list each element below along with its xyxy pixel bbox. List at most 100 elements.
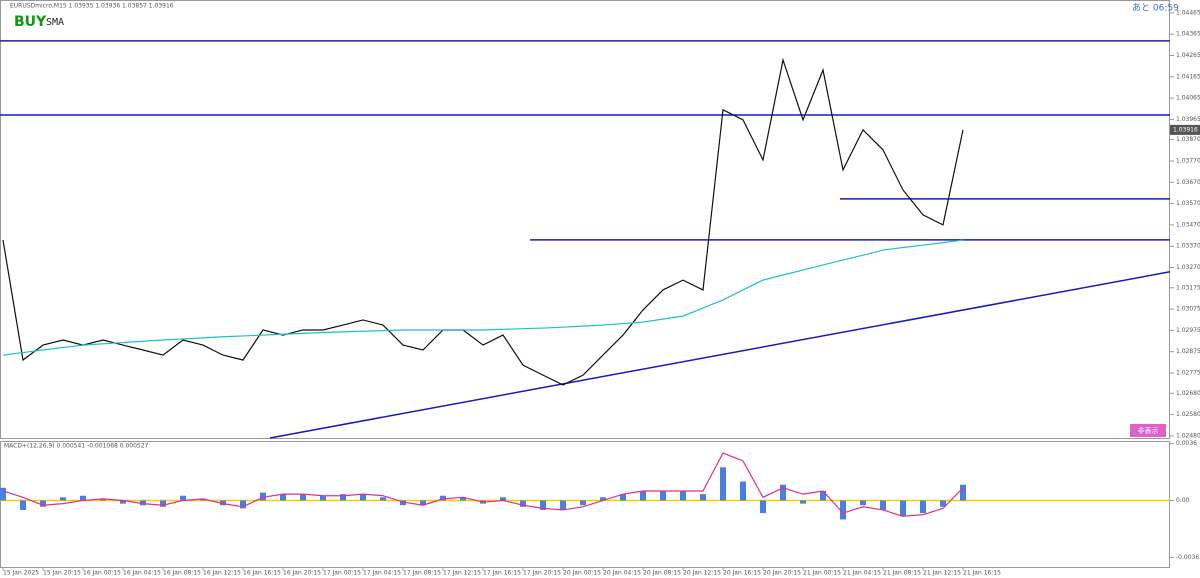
histogram-bar — [540, 500, 546, 510]
signal-line — [2, 452, 964, 517]
x-tick-label: 21 Jan 00:15 — [803, 570, 841, 577]
histogram-bar — [640, 490, 646, 501]
x-tick-label: 16 Jan 16:15 — [243, 570, 281, 577]
histogram-bar — [840, 500, 846, 520]
y-tick-label: 1.02875 — [1176, 348, 1200, 355]
y-tick-label: 0.0036 — [1176, 440, 1197, 447]
histogram-bar — [340, 494, 346, 501]
histogram-bar — [140, 500, 146, 506]
histogram-bar — [460, 497, 466, 501]
histogram-bar — [180, 495, 186, 501]
histogram-bar — [60, 497, 66, 501]
histogram-bar — [420, 500, 426, 506]
histogram-bar — [560, 500, 566, 510]
y-tick-label: 1.03370 — [1176, 243, 1200, 250]
histogram-bar — [400, 500, 406, 506]
x-tick-label: 20 Jan 00:15 — [563, 570, 601, 577]
y-tick-label: 1.03075 — [1176, 306, 1200, 313]
y-tick-label: 1.02680 — [1176, 390, 1200, 397]
x-tick-label: 17 Jan 00:15 — [323, 570, 361, 577]
histogram-bar — [300, 494, 306, 501]
histogram-bar — [880, 500, 886, 510]
histogram-bar — [600, 497, 606, 501]
histogram-bar — [100, 498, 106, 501]
signal: BUY — [14, 14, 47, 30]
x-tick-label: 16 Jan 20:15 — [283, 570, 321, 577]
histogram-bar — [820, 490, 826, 501]
histogram-bar — [240, 500, 246, 509]
x-tick-label: 16 Jan 12:15 — [203, 570, 241, 577]
trend-line — [269, 271, 1171, 439]
histogram-bar — [80, 495, 86, 501]
histogram-bar — [720, 467, 726, 501]
y-tick-label: 1.04165 — [1176, 73, 1200, 80]
histogram-bar — [620, 494, 626, 501]
histogram-bar — [960, 484, 966, 501]
x-tick-label: 17 Jan 12:15 — [443, 570, 481, 577]
x-tick-label: 15 Jan 2025 — [3, 570, 39, 577]
histogram-bar — [440, 495, 446, 501]
x-tick-label: 21 Jan 04:15 — [843, 570, 881, 577]
y-tick-label: 1.03175 — [1176, 284, 1200, 291]
symbol-header: EURUSDmicro,M15 1.03935 1.03936 1.03857 … — [10, 3, 174, 10]
x-tick-label: 21 Jan 12:15 — [923, 570, 961, 577]
histogram-bar — [900, 500, 906, 517]
y-tick-label: 1.04265 — [1176, 52, 1200, 59]
x-tick-label: 21 Jan 16:15 — [963, 570, 1001, 577]
y-tick-label: 1.03670 — [1176, 179, 1200, 186]
x-tick-label: 17 Jan 04:15 — [363, 570, 401, 577]
y-tick-label: 1.03570 — [1176, 200, 1200, 207]
y-tick-label: 1.04365 — [1176, 31, 1200, 38]
x-tick-label: 17 Jan 16:15 — [483, 570, 521, 577]
y-tick-label: 1.03470 — [1176, 221, 1200, 228]
current-price-box — [1170, 124, 1200, 135]
y-tick-label: 0.00 — [1176, 497, 1190, 504]
x-tick-label: 20 Jan 20:15 — [763, 570, 801, 577]
histogram-bar — [260, 492, 266, 501]
histogram-bar — [360, 494, 366, 501]
price-line — [2, 57, 964, 386]
histogram-bar — [20, 500, 26, 510]
histogram-bar — [0, 487, 6, 501]
y-tick-label: 1.02975 — [1176, 327, 1200, 334]
histogram-bar — [800, 500, 806, 504]
timer: あと 06:59 — [1132, 3, 1179, 14]
hide-button-label[interactable]: 非表示 — [1138, 426, 1159, 435]
x-tick-label: 20 Jan 16:15 — [723, 570, 761, 577]
y-tick-label: 1.04465 — [1176, 9, 1200, 16]
x-tick-label: 21 Jan 08:15 — [883, 570, 921, 577]
x-tick-label: 16 Jan 08:15 — [163, 570, 201, 577]
indicator: SMA — [46, 17, 64, 28]
histogram-bar — [780, 484, 786, 501]
y-tick-label: 1.02775 — [1176, 370, 1200, 377]
y-tick-label: 1.04065 — [1176, 95, 1200, 102]
histogram-bar — [220, 500, 226, 506]
hide-button[interactable] — [1130, 424, 1166, 437]
histogram-bar — [160, 500, 166, 507]
x-tick-label: 16 Jan 00:15 — [83, 570, 121, 577]
histogram-bar — [760, 500, 766, 514]
histogram-bar — [680, 490, 686, 501]
y-tick-label: -0.0036 — [1176, 554, 1199, 561]
y-tick-label: 1.02580 — [1176, 411, 1200, 418]
histogram-bar — [920, 500, 926, 514]
y-tick-label: 1.03270 — [1176, 264, 1200, 271]
y-tick-label: 1.03870 — [1176, 136, 1200, 143]
main-panel — [0, 0, 1170, 439]
histogram-bar — [280, 494, 286, 501]
macd-panel — [0, 441, 1170, 568]
x-tick-label: 20 Jan 12:15 — [683, 570, 721, 577]
y-tick-label: 1.03965 — [1176, 116, 1200, 123]
histogram-bar — [860, 500, 866, 506]
x-tick-label: 17 Jan 20:15 — [523, 570, 561, 577]
histogram-bar — [200, 498, 206, 501]
histogram-bar — [320, 495, 326, 501]
histogram-bar — [380, 497, 386, 501]
x-tick-label: 15 Jan 20:15 — [43, 570, 81, 577]
histogram-bar — [700, 494, 706, 501]
x-tick-label: 16 Jan 04:15 — [123, 570, 161, 577]
histogram-bar — [40, 500, 46, 507]
price-line — [2, 239, 964, 356]
